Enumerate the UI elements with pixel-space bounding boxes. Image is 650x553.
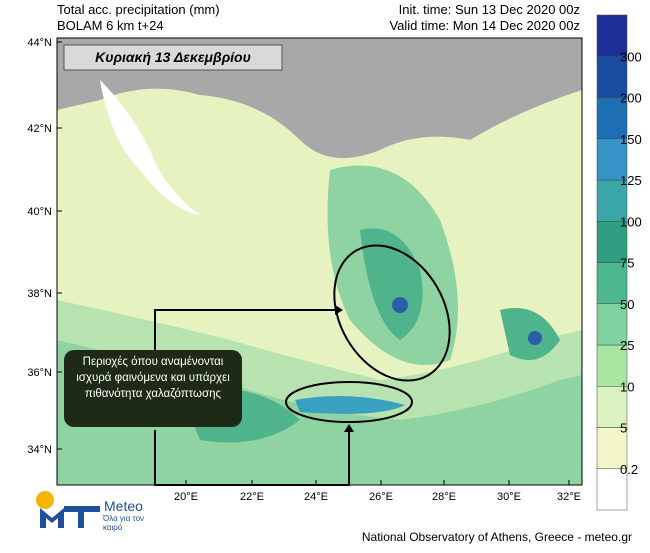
lat-label: 42°N	[27, 123, 52, 135]
lon-label: 28°E	[432, 491, 456, 503]
colorbar-label: 100	[620, 214, 642, 229]
map: Κυριακή 13 Δεκεμβρίου Περιοχές όπου αναμ…	[56, 37, 583, 486]
colorbar-label: 150	[620, 132, 642, 147]
title-line-2: BOLAM 6 km t+24	[57, 18, 164, 33]
lat-label: 44°N	[27, 37, 52, 49]
colorbar-segment	[596, 14, 628, 57]
colorbar-segment	[596, 179, 628, 222]
colorbar-segment	[596, 221, 628, 263]
colorbar-label: 300	[620, 49, 642, 64]
colorbar-label: 5	[620, 421, 627, 436]
lon-label: 24°E	[304, 491, 328, 503]
colorbar-label: 25	[620, 338, 634, 353]
date-label: Κυριακή 13 Δεκεμβρίου	[95, 49, 251, 65]
colorbar: 0.2 5 10 25 50 75 100 125 150 200 300	[596, 14, 642, 511]
lat-label: 34°N	[27, 444, 52, 456]
lat-label: 38°N	[27, 288, 52, 300]
lat-labels: 44°N 42°N 40°N 38°N 36°N 34°N	[27, 37, 62, 456]
logo-name: Meteo	[104, 498, 143, 514]
lon-label: 30°E	[497, 491, 521, 503]
init-time: Init. time: Sun 13 Dec 2020 00z	[399, 2, 580, 17]
annotation: Περιοχές όπου αναμένονται ισχυρά φαινόμε…	[76, 356, 230, 400]
colorbar-segment	[596, 262, 628, 304]
colorbar-label: 10	[620, 379, 634, 394]
colorbar-segment	[596, 427, 628, 469]
lon-label: 32°E	[557, 491, 581, 503]
lon-labels: 20°E 22°E 24°E 26°E 28°E 30°E 32°E	[174, 480, 581, 503]
credit: National Observatory of Athens, Greece -…	[362, 530, 632, 544]
colorbar-label: 200	[620, 91, 642, 106]
colorbar-label: 50	[620, 297, 634, 312]
lat-label: 40°N	[27, 206, 52, 218]
logo-tagline: Όλα για τον καιρό	[103, 514, 145, 532]
colorbar-label: 0.2	[620, 462, 638, 477]
annotation-wrap: Περιοχές όπου αναμένονται ισχυρά φαινόμε…	[76, 356, 230, 400]
colorbar-label: 75	[620, 256, 634, 271]
colorbar-segment	[596, 138, 628, 181]
logo: Meteo Όλα για τον καιρό	[36, 491, 145, 532]
valid-time: Valid time: Mon 14 Dec 2020 00z	[389, 18, 580, 33]
colorbar-segment	[596, 303, 628, 346]
colorbar-segment	[596, 344, 628, 387]
colorbar-segment	[596, 468, 628, 511]
title-line-1: Total acc. precipitation (mm)	[57, 2, 220, 17]
date-box	[63, 44, 283, 71]
colorbar-label: 125	[620, 173, 642, 188]
lon-label: 20°E	[174, 491, 198, 503]
logo-tagline-wrap: Όλα για τον καιρό	[103, 514, 145, 532]
colorbar-segment	[596, 97, 628, 139]
annotation-box	[64, 350, 242, 427]
lat-label: 36°N	[27, 367, 52, 379]
lon-label: 26°E	[369, 491, 393, 503]
lon-label: 22°E	[240, 491, 264, 503]
colorbar-segment	[596, 386, 628, 428]
colorbar-segment	[596, 56, 628, 98]
